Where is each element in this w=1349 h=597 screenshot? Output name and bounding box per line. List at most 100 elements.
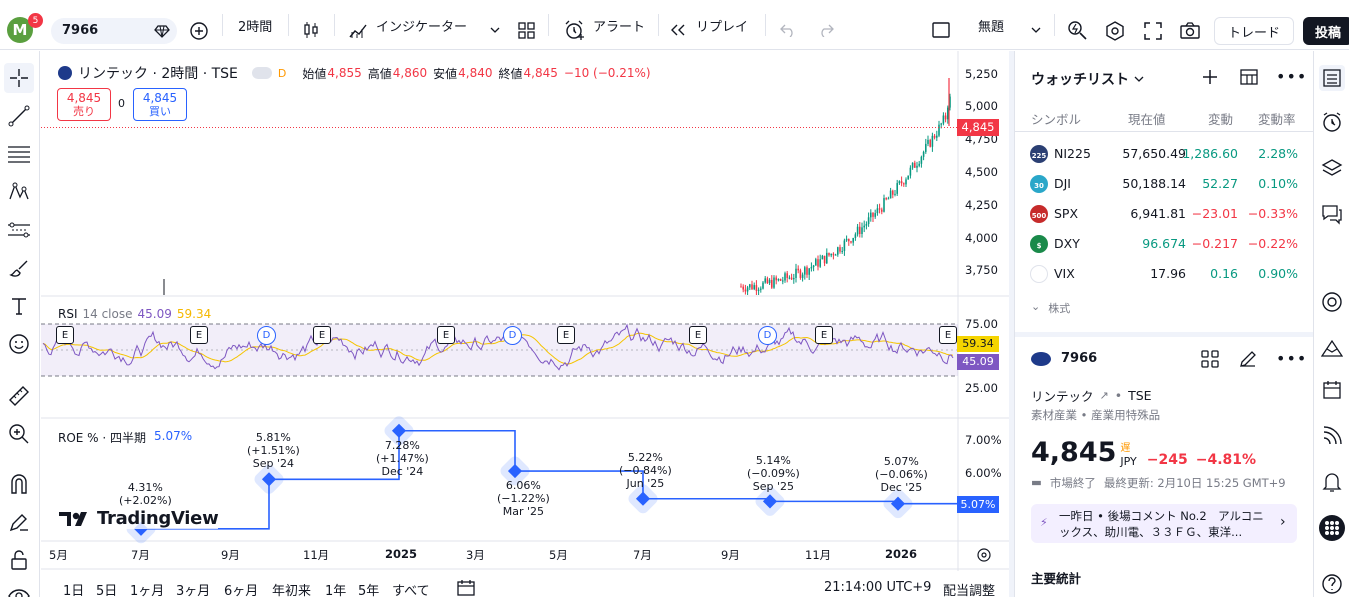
adjust-dividends[interactable]: 配当調整 xyxy=(943,584,996,597)
sector-line[interactable]: 素材産業 • 産業用特殊品 xyxy=(1031,408,1161,422)
settings-icon[interactable] xyxy=(1104,20,1126,42)
products-toggle[interactable] xyxy=(1319,515,1345,541)
text-tool[interactable] xyxy=(4,291,34,321)
forecast-tool[interactable] xyxy=(4,215,34,245)
details-symbol[interactable]: 7966 xyxy=(1061,351,1098,366)
dividend-event-icon[interactable]: D xyxy=(503,326,522,345)
quick-search-icon[interactable] xyxy=(1066,19,1088,41)
tf-5d[interactable]: 5日 xyxy=(96,584,118,597)
chat-toggle[interactable] xyxy=(1319,201,1345,227)
tf-1y[interactable]: 1年 xyxy=(325,584,347,597)
edit-lock-tool[interactable] xyxy=(4,507,34,537)
earnings-event-icon[interactable]: E xyxy=(815,326,833,344)
axis-settings-icon[interactable] xyxy=(976,547,992,563)
symbol-search[interactable]: 7966 xyxy=(51,18,177,44)
buy-button[interactable]: 4,845 買い xyxy=(133,88,187,121)
replay-icon[interactable] xyxy=(669,22,687,38)
watchlist-row[interactable]: 500 SPX 6,941.81 −23.01 −0.33% xyxy=(1015,199,1313,229)
col-change[interactable]: 変動 xyxy=(1208,112,1234,127)
alert-button[interactable]: アラート xyxy=(593,0,645,50)
tf-1d[interactable]: 1日 xyxy=(63,584,85,597)
zoom-tool[interactable] xyxy=(4,419,34,449)
measure-tool[interactable] xyxy=(4,381,34,411)
layout-icon[interactable] xyxy=(931,21,951,39)
earnings-event-icon[interactable]: E xyxy=(939,326,957,344)
earnings-event-icon[interactable]: E xyxy=(557,326,575,344)
indicators-icon[interactable] xyxy=(348,20,368,40)
undo-icon[interactable] xyxy=(780,23,796,37)
redo-icon[interactable] xyxy=(818,23,834,37)
dividend-event-icon[interactable]: D xyxy=(257,326,276,345)
eye-toggle-icon[interactable] xyxy=(251,67,272,79)
fullscreen-icon[interactable] xyxy=(1144,22,1162,40)
company-name[interactable]: リンテック xyxy=(1031,389,1094,404)
earnings-event-icon[interactable]: E xyxy=(689,326,707,344)
chevron-down-icon[interactable] xyxy=(490,26,500,34)
earnings-event-icon[interactable]: E xyxy=(56,326,74,344)
publish-button[interactable]: 投稿 xyxy=(1303,17,1349,45)
external-link-icon[interactable]: ↗ xyxy=(1099,389,1109,402)
tf-6m[interactable]: 6ヶ月 xyxy=(224,584,259,597)
news-card[interactable]: ⚡ 一昨日 • 後場コメント No.2 アルコニックス、助川電、３３ＦＧ、東洋.… xyxy=(1031,504,1297,543)
tf-5y[interactable]: 5年 xyxy=(358,584,380,597)
clock-text[interactable]: 21:14:00 UTC+9 xyxy=(824,580,932,595)
tf-all[interactable]: すべて xyxy=(392,584,430,597)
col-price[interactable]: 現在値 xyxy=(1128,112,1166,127)
layers-toggle[interactable] xyxy=(1319,155,1345,181)
add-symbol-icon[interactable] xyxy=(1202,69,1218,85)
goto-date-icon[interactable] xyxy=(456,579,476,597)
emoji-tool[interactable] xyxy=(4,329,34,359)
roe-title[interactable]: ROE % · 四半期 xyxy=(58,431,147,445)
templates-icon[interactable] xyxy=(517,21,536,40)
col-symbol[interactable]: シンボル xyxy=(1031,112,1082,127)
alarm-clock-icon[interactable] xyxy=(563,19,585,41)
layout-name[interactable]: 無題 xyxy=(978,0,1004,50)
grid-icon[interactable] xyxy=(1200,349,1220,369)
tf-ytd[interactable]: 年初来 xyxy=(272,584,312,597)
edit-icon[interactable] xyxy=(1238,349,1258,369)
tf-3m[interactable]: 3ヶ月 xyxy=(176,584,211,597)
calendar-toggle[interactable] xyxy=(1319,377,1345,403)
watchlist-row[interactable]: 30 DJI 50,188.14 52.27 0.10% xyxy=(1015,169,1313,199)
chart-area[interactable]: リンテック · 2時間 · TSE D 始値 4,855 高値 4,860 安値 4,… xyxy=(41,51,1009,597)
dividend-event-icon[interactable]: D xyxy=(758,326,777,345)
trendline-tool[interactable] xyxy=(4,101,34,131)
help-toggle[interactable] xyxy=(1319,571,1345,597)
pine-toggle[interactable] xyxy=(1319,335,1345,361)
details-more-icon[interactable]: ••• xyxy=(1276,349,1308,368)
watchlist-row[interactable]: $ DXY 96.674 −0.217 −0.22% xyxy=(1015,229,1313,259)
replay-button[interactable]: リプレイ xyxy=(696,0,748,50)
brush-tool[interactable] xyxy=(4,253,34,283)
more-icon[interactable]: ••• xyxy=(1276,67,1308,86)
tf-1m[interactable]: 1ヶ月 xyxy=(130,584,165,597)
add-symbol-icon[interactable] xyxy=(189,21,209,41)
visibility-tool[interactable] xyxy=(4,581,34,597)
watchlist-row[interactable]: VIX 17.96 0.16 0.90% xyxy=(1015,259,1313,289)
earnings-event-icon[interactable]: E xyxy=(313,326,331,344)
ideas-toggle[interactable] xyxy=(1319,289,1345,315)
crosshair-tool[interactable] xyxy=(4,63,34,93)
earnings-event-icon[interactable]: E xyxy=(190,326,208,344)
watchlist-row[interactable]: 225 NI225 57,650.49 1,286.60 2.28% xyxy=(1015,139,1313,169)
sell-button[interactable]: 4,845 売り xyxy=(57,88,111,121)
stream-toggle[interactable] xyxy=(1319,423,1345,449)
indicators-button[interactable]: インジケーター xyxy=(376,0,467,50)
lock-tool[interactable] xyxy=(4,545,34,575)
watchlist-layout-icon[interactable] xyxy=(1239,68,1259,86)
stocks-section[interactable]: ⌄ 株式 xyxy=(1031,300,1070,316)
earnings-event-icon[interactable]: E xyxy=(437,326,455,344)
panel-splitter[interactable] xyxy=(1009,51,1014,597)
alerts-toggle[interactable] xyxy=(1319,109,1345,135)
candles-icon[interactable] xyxy=(301,20,321,40)
symbol-description[interactable]: リンテック · 2時間 · TSE xyxy=(78,66,238,82)
layout-chevron-down-icon[interactable] xyxy=(1031,26,1041,34)
tradingview-logo[interactable]: TradingView xyxy=(59,508,219,529)
watchlist-toggle[interactable] xyxy=(1319,65,1345,91)
interval-button[interactable]: 2時間 xyxy=(238,0,272,50)
magnet-tool[interactable] xyxy=(4,469,34,499)
notifications-toggle[interactable] xyxy=(1319,469,1345,495)
col-change-pct[interactable]: 変動率 xyxy=(1258,112,1296,127)
camera-icon[interactable] xyxy=(1179,21,1201,40)
fib-tool[interactable] xyxy=(4,139,34,169)
pattern-tool[interactable] xyxy=(4,177,34,207)
